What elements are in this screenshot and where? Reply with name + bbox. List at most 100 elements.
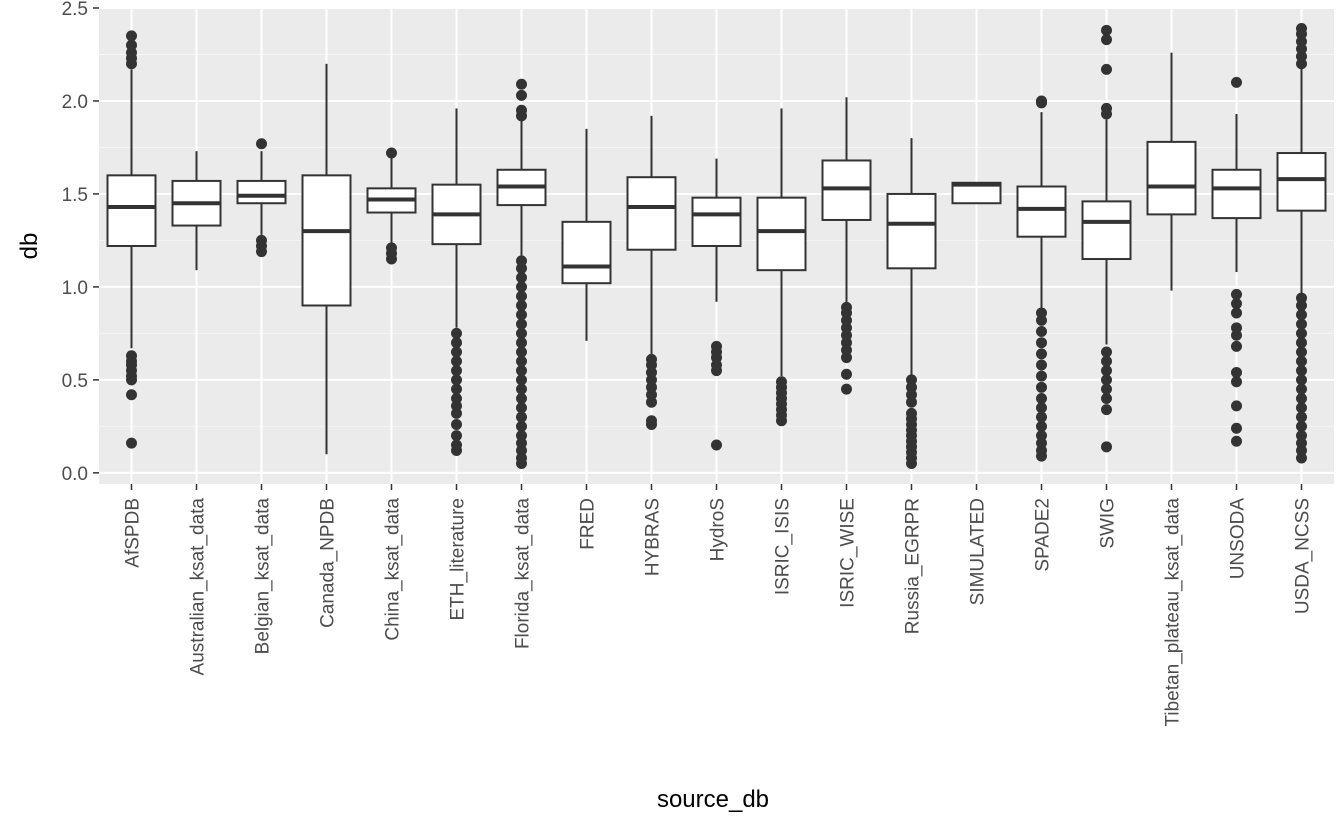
- outlier-point: [841, 368, 852, 380]
- box-HydroS: [691, 158, 742, 451]
- box-Florida_ksat_data: [496, 78, 547, 470]
- y-tick-label: 2.5: [62, 0, 88, 20]
- outlier-point: [516, 337, 527, 349]
- box-UNSODA: [1211, 76, 1262, 447]
- y-axis: 0.0 0.5 1.0 1.5 2.0 2.5: [62, 0, 99, 485]
- x-tick-label: Florida_ksat_data: [513, 498, 534, 649]
- outlier-point: [516, 365, 527, 377]
- outlier-point: [906, 407, 917, 419]
- box-iqr: [561, 220, 612, 285]
- outlier-point: [1101, 102, 1112, 114]
- x-tick-label: FRED: [578, 498, 599, 550]
- x-tick-label: Belgian_ksat_data: [253, 498, 274, 655]
- x-tick-label: ISRIC_WISE: [838, 498, 859, 608]
- outlier-point: [1101, 441, 1112, 453]
- box-iqr: [691, 196, 742, 247]
- outlier-point: [516, 411, 527, 423]
- outlier-point: [451, 355, 462, 367]
- outlier-point: [1036, 326, 1047, 338]
- x-tick-label: SPADE2: [1033, 498, 1054, 572]
- x-axis-title: source_db: [657, 786, 769, 813]
- outlier-point: [1101, 63, 1112, 75]
- outlier-point: [1101, 374, 1112, 386]
- outlier-point: [1296, 337, 1307, 349]
- outlier-point: [451, 337, 462, 349]
- x-tick-label: Australian_ksat_data: [188, 498, 209, 676]
- y-tick-label: 1.0: [62, 278, 88, 299]
- outlier-point: [126, 389, 137, 401]
- outlier-point: [451, 327, 462, 339]
- outlier-point: [1296, 346, 1307, 358]
- outlier-point: [1101, 392, 1112, 404]
- outlier-point: [1036, 95, 1047, 107]
- outlier-point: [1036, 307, 1047, 319]
- outlier-point: [126, 437, 137, 449]
- outlier-point: [1296, 402, 1307, 414]
- box-iqr: [106, 174, 157, 247]
- outlier-point: [516, 255, 527, 267]
- outlier-point: [776, 376, 787, 388]
- outlier-point: [516, 309, 527, 321]
- outlier-point: [256, 234, 267, 246]
- y-tick-label: 0.0: [62, 464, 88, 485]
- outlier-point: [906, 374, 917, 386]
- outlier-point: [1101, 404, 1112, 416]
- outlier-point: [126, 350, 137, 362]
- box-iqr: [301, 174, 352, 307]
- outlier-point: [711, 439, 722, 451]
- x-tick-label: AfSPDB: [123, 498, 144, 568]
- outlier-point: [1101, 365, 1112, 377]
- box-HYBRAS: [626, 115, 677, 430]
- outlier-point: [451, 439, 462, 451]
- outlier-point: [386, 147, 397, 159]
- box-iqr: [1016, 185, 1067, 238]
- outlier-point: [516, 383, 527, 395]
- x-axis: AfSPDB Australian_ksat_data Belgian_ksat_d…: [123, 484, 1314, 727]
- outlier-point: [126, 30, 137, 42]
- x-tick-label: Russia_EGRPR: [903, 498, 924, 634]
- box-Belgian_ksat_data: [236, 138, 287, 258]
- box-USDA_NCSS: [1276, 22, 1327, 464]
- outlier-point: [516, 430, 527, 442]
- outlier-point: [1036, 411, 1047, 423]
- outlier-point: [1036, 402, 1047, 414]
- outlier-point: [516, 327, 527, 339]
- outlier-point: [1231, 322, 1242, 334]
- x-tick-label: HYBRAS: [643, 498, 664, 576]
- box-iqr: [626, 176, 677, 251]
- outlier-point: [516, 89, 527, 101]
- outlier-point: [1036, 430, 1047, 442]
- outlier-point: [256, 138, 267, 150]
- outlier-point: [516, 104, 527, 116]
- outlier-point: [451, 346, 462, 358]
- outlier-point: [516, 281, 527, 293]
- outlier-point: [1101, 34, 1112, 46]
- outlier-point: [1296, 374, 1307, 386]
- box-AfSPDB: [106, 30, 157, 449]
- outlier-point: [841, 383, 852, 395]
- outlier-point: [1296, 365, 1307, 377]
- outlier-point: [1101, 346, 1112, 358]
- box-ETH_literature: [431, 108, 482, 457]
- outlier-point: [1231, 366, 1242, 378]
- outlier-point: [1231, 422, 1242, 434]
- outlier-point: [646, 415, 657, 427]
- outlier-point: [451, 419, 462, 430]
- boxplot-series: [106, 22, 1327, 470]
- box-iqr: [886, 192, 937, 270]
- x-tick-label: UNSODA: [1228, 498, 1249, 580]
- outlier-point: [1231, 435, 1242, 447]
- outlier-point: [1231, 400, 1242, 412]
- outlier-point: [1231, 298, 1242, 310]
- outlier-point: [1296, 420, 1307, 432]
- outlier-point: [516, 290, 527, 302]
- outlier-point: [1296, 430, 1307, 442]
- x-tick-label: USDA_NCSS: [1293, 498, 1314, 614]
- outlier-point: [1296, 355, 1307, 367]
- outlier-point: [516, 420, 527, 432]
- outlier-point: [1296, 22, 1307, 34]
- outlier-point: [1231, 376, 1242, 388]
- outlier-point: [1296, 309, 1307, 321]
- box-China_ksat_data: [366, 147, 417, 265]
- outlier-point: [1036, 381, 1047, 393]
